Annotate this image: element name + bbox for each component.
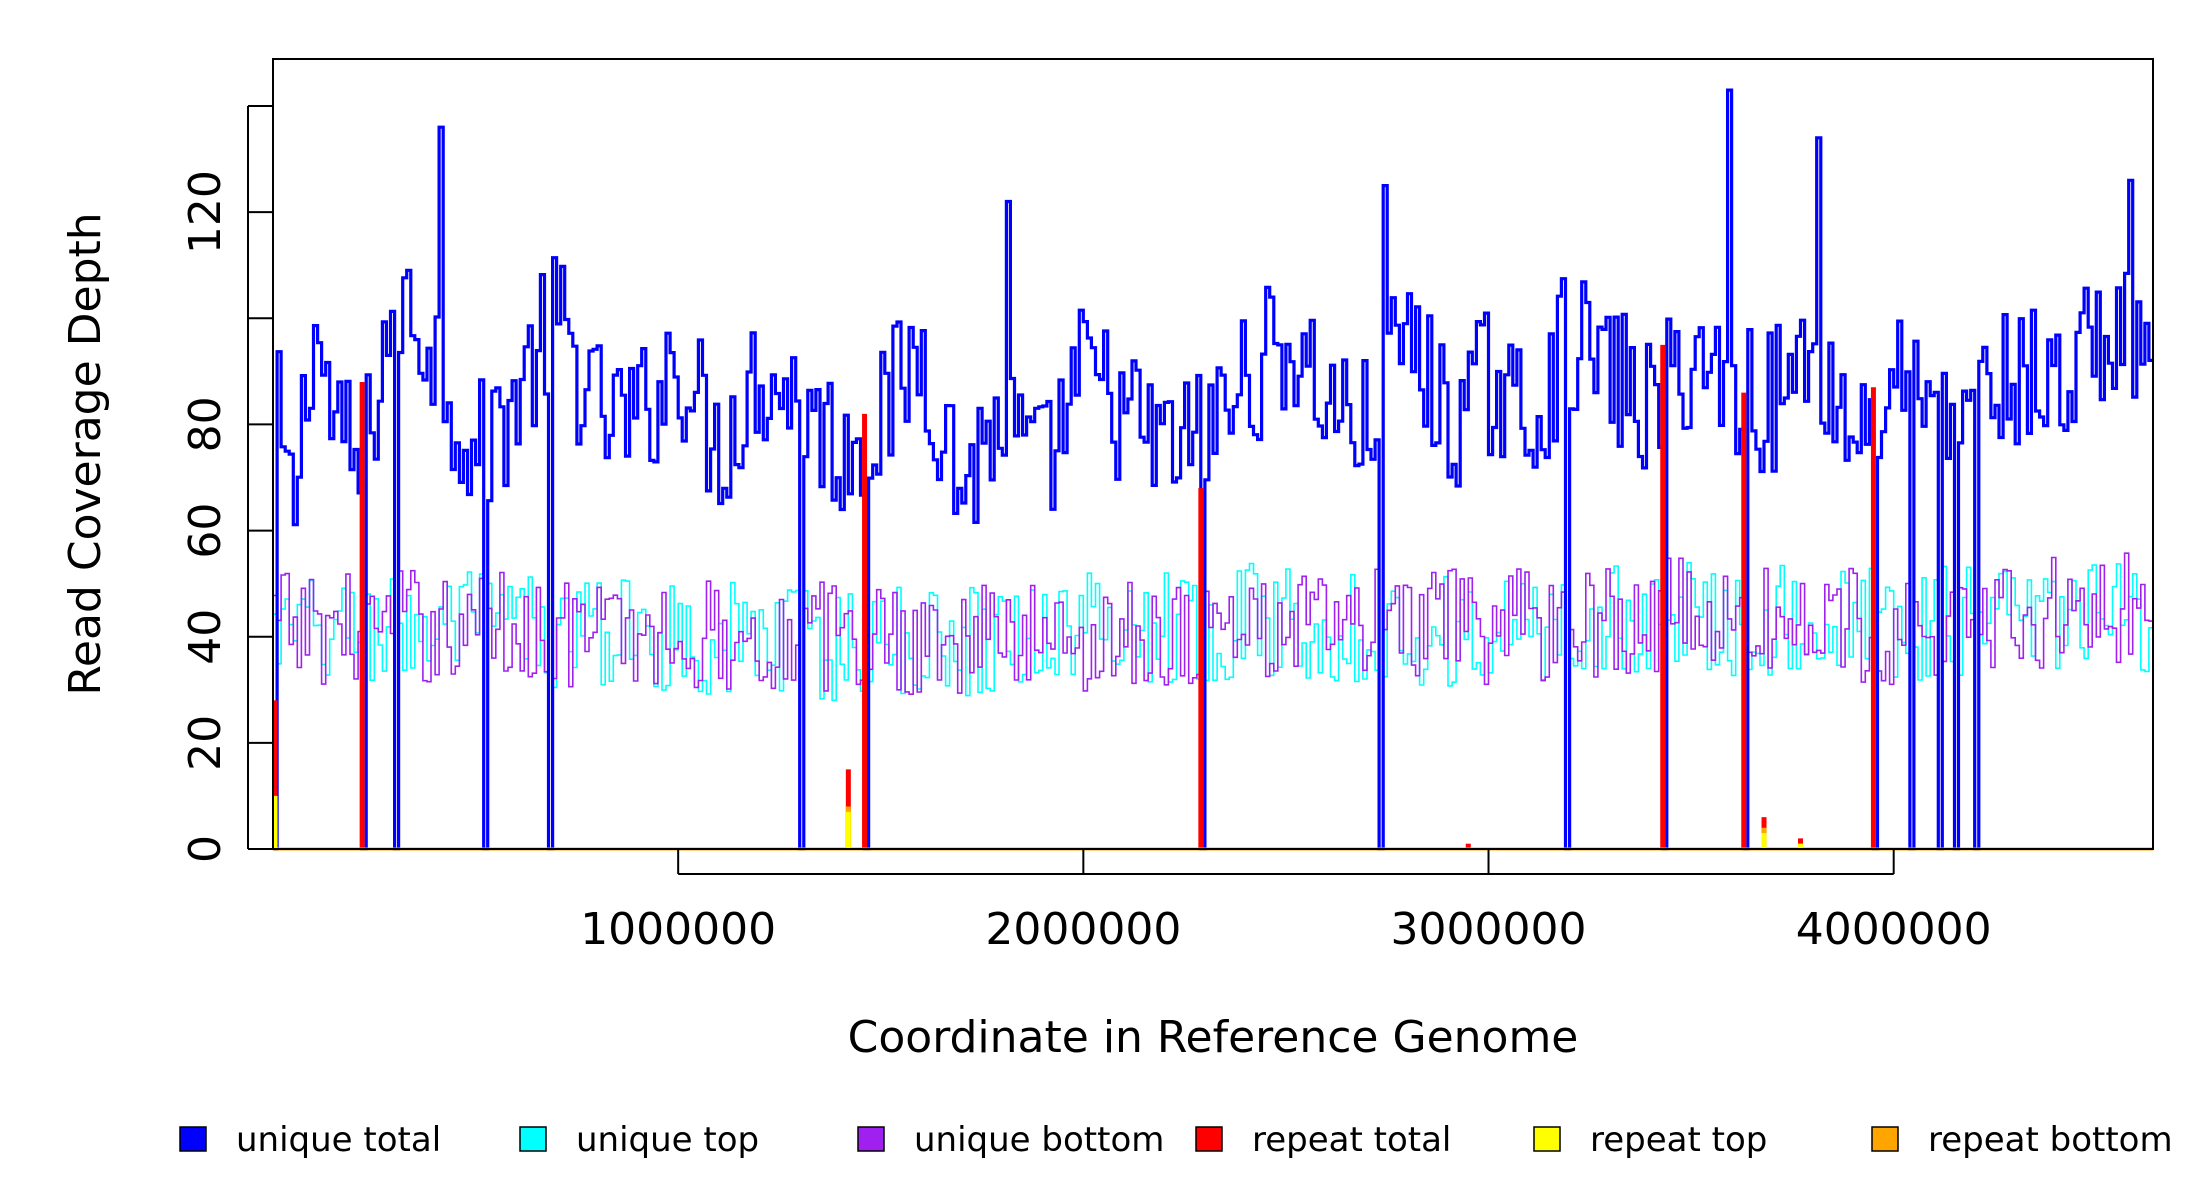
legend-label-unique-total: unique total: [236, 1120, 441, 1160]
y-axis-label: Read Coverage Depth: [60, 212, 111, 695]
axes-layer: 0 20 40 60 80 120 1000000 2000000 3000000 4000000: [180, 105, 1992, 955]
y-tick-label: 120: [180, 170, 231, 254]
x-tick-label: 3000000: [1391, 904, 1587, 955]
legend-swatch-unique-bottom: [857, 1126, 885, 1152]
x-tick-label: 1000000: [580, 904, 776, 955]
legend-label-unique-bottom: unique bottom: [914, 1120, 1164, 1160]
legend-label-repeat-top: repeat top: [1590, 1120, 1767, 1160]
series-unique-top: [273, 561, 2153, 850]
x-tick-label: 2000000: [985, 904, 1181, 955]
legend-label-repeat-bottom: repeat bottom: [1928, 1120, 2173, 1160]
plot-frame: [272, 58, 2154, 850]
y-tick-label: 60: [180, 503, 231, 559]
legend-swatch-repeat-top: [1533, 1126, 1561, 1152]
legend-swatch-repeat-bottom: [1871, 1126, 1899, 1152]
series-layer: [272, 88, 2153, 851]
legend-swatch-unique-total: [179, 1126, 207, 1152]
legend-label-unique-top: unique top: [576, 1120, 759, 1160]
y-tick-label: 80: [180, 396, 231, 452]
legend: unique total unique top unique bottom repea…: [179, 1120, 2173, 1160]
series-unique-bottom: [273, 552, 2153, 850]
y-tick-label: 20: [180, 715, 231, 771]
y-tick-label: 0: [180, 835, 231, 863]
series-unique-total: [273, 88, 2153, 851]
legend-swatch-repeat-total: [1195, 1126, 1223, 1152]
legend-label-repeat-total: repeat total: [1252, 1120, 1451, 1160]
y-tick-label: 40: [180, 609, 231, 665]
legend-swatch-unique-top: [519, 1126, 547, 1152]
x-axis-label: Coordinate in Reference Genome: [848, 1012, 1579, 1063]
x-tick-label: 4000000: [1796, 904, 1992, 955]
